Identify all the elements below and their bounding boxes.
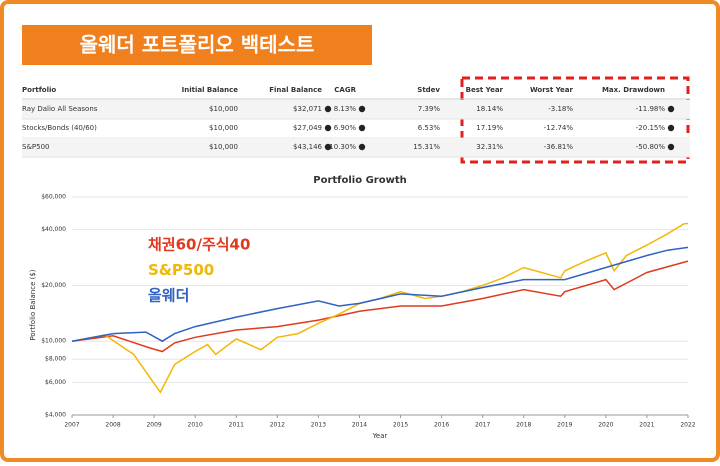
table-cell: 6.90% xyxy=(334,124,357,132)
row-bg xyxy=(22,138,690,157)
table-cell: $32,071 xyxy=(293,105,322,113)
series-line xyxy=(71,222,689,394)
legend-label: 올웨더 xyxy=(148,287,189,305)
x-tick-label: 2018 xyxy=(516,422,531,429)
table-cell: -12.74% xyxy=(544,124,574,132)
table-header: Max. Drawdown xyxy=(602,86,665,94)
table-cell: 8.13% xyxy=(334,105,357,113)
info-icon xyxy=(358,143,366,151)
table-cell: 15.31% xyxy=(413,143,440,151)
y-tick-label: $6,000 xyxy=(45,379,66,386)
table-header: Best Year xyxy=(466,86,504,94)
y-tick-label: $4,000 xyxy=(45,412,66,419)
info-icon xyxy=(358,124,366,132)
table-header: Initial Balance xyxy=(182,86,239,94)
banner xyxy=(22,25,372,65)
table-header: Stdev xyxy=(417,86,440,94)
table-header: CAGR xyxy=(334,86,356,94)
info-icon xyxy=(324,105,332,113)
table-header: Worst Year xyxy=(530,86,574,94)
x-tick-label: 2007 xyxy=(64,422,79,429)
x-tick-label: 2008 xyxy=(105,422,120,429)
chart-title: Portfolio Growth xyxy=(313,175,407,186)
x-tick-label: 2010 xyxy=(188,422,203,429)
x-tick-label: 2011 xyxy=(229,422,244,429)
legend-label: 채권60/주식40 xyxy=(148,236,250,254)
table-cell: 17.19% xyxy=(476,124,503,132)
x-axis-title: Year xyxy=(372,432,388,440)
table-cell: -36.81% xyxy=(544,143,574,151)
table-cell: S&P500 xyxy=(22,143,49,151)
table-cell: $10,000 xyxy=(209,124,238,132)
table-cell: $27,049 xyxy=(293,124,322,132)
info-icon xyxy=(667,105,675,113)
highlight-box xyxy=(460,76,690,164)
x-tick-label: 2009 xyxy=(146,422,161,429)
info-icon xyxy=(667,143,675,151)
table-cell: $43,146 xyxy=(293,143,322,151)
info-icon xyxy=(667,124,675,132)
table-cell: 32.31% xyxy=(476,143,503,151)
table-cell: Ray Dalio All Seasons xyxy=(22,105,98,113)
info-icon xyxy=(324,124,332,132)
x-tick-label: 2017 xyxy=(475,422,490,429)
info-icon xyxy=(358,105,366,113)
x-tick-label: 2020 xyxy=(598,422,613,429)
y-tick-label: $40,000 xyxy=(41,226,66,233)
y-tick-label: $60,000 xyxy=(41,194,66,201)
legend-label: S&P500 xyxy=(148,261,214,279)
series-line xyxy=(71,246,689,343)
x-tick-label: 2019 xyxy=(557,422,572,429)
table-cell: 18.14% xyxy=(476,105,503,113)
y-tick-label: $8,000 xyxy=(45,356,66,363)
table-cell: 6.53% xyxy=(418,124,441,132)
table-cell: $10,000 xyxy=(209,105,238,113)
y-tick-label: $20,000 xyxy=(41,282,66,289)
table-cell: -50.80% xyxy=(636,143,666,151)
table-cell: -11.98% xyxy=(636,105,666,113)
info-icon xyxy=(324,143,332,151)
table-header: Portfolio xyxy=(22,86,56,94)
x-tick-label: 2022 xyxy=(680,422,695,429)
table-cell: 10.30% xyxy=(329,143,356,151)
x-tick-label: 2013 xyxy=(311,422,326,429)
table-cell: -3.18% xyxy=(548,105,573,113)
y-tick-label: $10,000 xyxy=(41,338,66,345)
table-cell: Stocks/Bonds (40/60) xyxy=(22,124,97,132)
table-cell: $10,000 xyxy=(209,143,238,151)
table-cell: -20.15% xyxy=(636,124,666,132)
y-axis-title: Portfolio Balance ($) xyxy=(29,269,37,340)
row-bg xyxy=(22,100,690,119)
x-tick-label: 2015 xyxy=(393,422,408,429)
x-tick-label: 2012 xyxy=(270,422,285,429)
x-tick-label: 2021 xyxy=(639,422,654,429)
banner-title: 올웨더 포트폴리오 백테스트 xyxy=(80,33,315,57)
table-header: Final Balance xyxy=(269,86,322,94)
x-tick-label: 2016 xyxy=(434,422,449,429)
table-cell: 7.39% xyxy=(418,105,441,113)
series-line xyxy=(71,260,689,353)
x-tick-label: 2014 xyxy=(352,422,367,429)
